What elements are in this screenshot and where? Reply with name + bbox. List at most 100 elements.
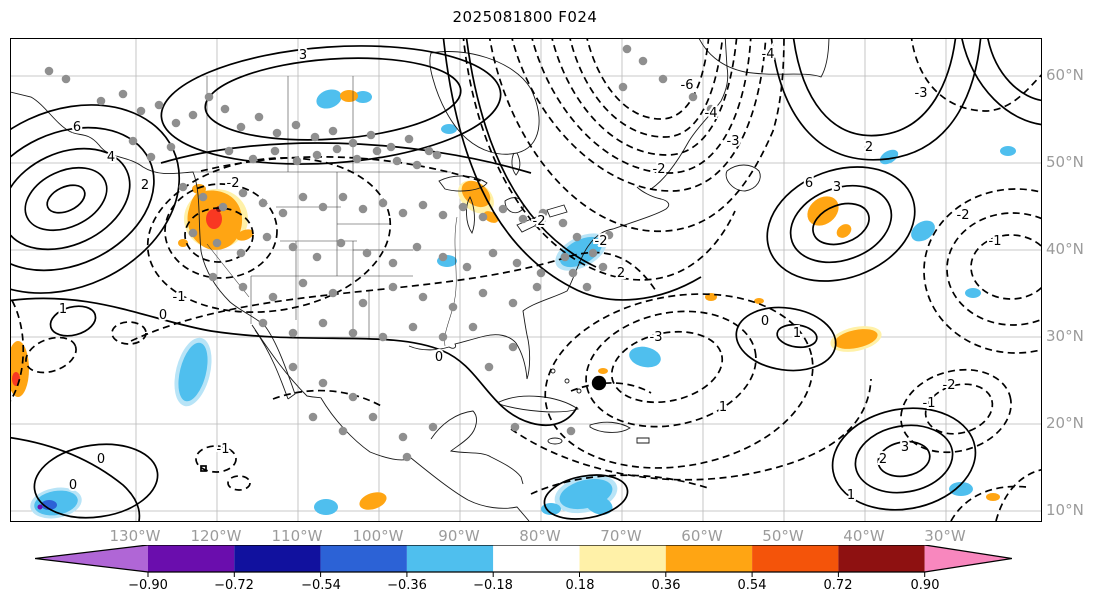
station-dot <box>532 282 542 292</box>
contour-label: -2 <box>943 378 956 393</box>
colorbar-tick-label: −0.36 <box>387 578 427 593</box>
colorbar-segment <box>579 545 666 572</box>
station-dot <box>198 192 208 202</box>
station-dot <box>318 202 328 212</box>
station-dot <box>582 282 592 292</box>
station-dot <box>572 232 582 242</box>
contour-label: 3 <box>833 180 841 195</box>
station-dot <box>218 202 228 212</box>
station-dot <box>618 82 628 92</box>
fill-orange-blobs <box>11 90 1000 510</box>
station-dot <box>204 92 214 102</box>
station-dot <box>362 248 372 258</box>
station-dot <box>288 328 298 338</box>
station-dot <box>558 218 568 228</box>
contours-solid <box>11 39 1041 521</box>
station-dot <box>412 242 422 252</box>
station-dot <box>412 160 422 170</box>
map-plot-area: 3 -2 -1 6 4 2 -6 -4 -3 -2 -2 -2 -4 6 3 2 -3 -2 -1 0 0 0 1 0 0 1 -3… <box>10 38 1042 522</box>
contour-label: -4 <box>762 47 775 62</box>
station-dot <box>560 252 570 262</box>
contour-label: -1 <box>173 290 186 305</box>
station-dot <box>236 122 246 132</box>
colorbar-tick-label: 0.90 <box>910 578 940 593</box>
station-dot <box>212 238 222 248</box>
station-dot <box>478 212 488 222</box>
station-dot <box>458 202 468 212</box>
station-dot <box>418 292 428 302</box>
contour-label: -1 <box>989 234 1002 249</box>
contour-label: 2 <box>141 178 149 193</box>
station-dot <box>318 318 328 328</box>
station-dot <box>432 150 442 160</box>
fill-dark-blue-blobs <box>41 500 57 510</box>
station-dot <box>288 362 298 372</box>
station-dot <box>291 120 301 130</box>
lat-tick-label: 50°N <box>1046 153 1084 171</box>
colorbar-segment <box>320 545 407 572</box>
station-dot <box>538 208 548 218</box>
station-dot <box>352 154 362 164</box>
station-dot <box>328 288 338 298</box>
station-dot <box>178 182 188 192</box>
station-dot <box>604 230 614 240</box>
station-dot <box>128 136 138 146</box>
contour-label: 1 <box>59 302 67 317</box>
station-dot <box>44 66 54 76</box>
colorbar-tick-label: 0.18 <box>565 578 595 593</box>
station-dot <box>386 142 396 152</box>
station-dot <box>588 248 598 258</box>
lon-tick-label: 30°W <box>924 527 966 545</box>
colorbar-tick-label: 0.54 <box>737 578 767 593</box>
colorbar-tick-label: −0.90 <box>128 578 168 593</box>
contour-label: -3 <box>915 86 928 101</box>
station-dot <box>428 422 438 432</box>
colorbar-tick-marks <box>147 572 926 577</box>
station-dot <box>238 282 248 292</box>
station-dot <box>224 146 234 156</box>
colorbar-segment <box>234 545 321 572</box>
station-dot <box>268 292 278 302</box>
contour-label: -2 <box>957 208 970 223</box>
contour-label: -1 <box>217 442 230 457</box>
station-dot <box>508 342 518 352</box>
colorbar-tick-label: −0.18 <box>473 578 513 593</box>
colorbar-tick-label: −0.54 <box>301 578 341 593</box>
contour-label: 1 <box>847 488 855 503</box>
station-dot <box>706 104 716 114</box>
station-dot <box>448 302 458 312</box>
station-dot <box>248 154 258 164</box>
grid-lines <box>11 39 1041 521</box>
lat-tick-label: 40°N <box>1046 240 1084 258</box>
contour-label: -1 <box>923 396 936 411</box>
station-dot <box>262 232 272 242</box>
colorbar-tick-label: −0.72 <box>214 578 254 593</box>
colorbar-segment <box>838 545 925 572</box>
contour-label: 3 <box>299 48 307 63</box>
station-dot <box>258 198 268 208</box>
station-dot <box>348 392 358 402</box>
fill-purple-blobs <box>37 504 43 510</box>
station-dot <box>238 188 248 198</box>
colorbar-right-arrow <box>924 545 1012 572</box>
contour-label: 2 <box>617 266 625 281</box>
station-dot <box>518 214 528 224</box>
station-dot <box>188 228 198 238</box>
station-dot <box>166 142 176 152</box>
station-dot <box>136 106 146 116</box>
contour-label: -3 <box>650 330 663 345</box>
station-dot <box>392 156 402 166</box>
station-dot <box>512 258 522 268</box>
colorbar-segment <box>493 545 580 572</box>
station-dot <box>348 138 358 148</box>
contour-label: -3 <box>727 134 740 149</box>
lon-tick-label: 120°W <box>190 527 242 545</box>
station-dot <box>658 74 668 84</box>
station-dot <box>318 378 328 388</box>
station-dot <box>312 150 322 160</box>
station-dot <box>398 208 408 218</box>
station-dot <box>566 426 576 436</box>
station-dot <box>338 426 348 436</box>
station-dot <box>462 262 472 272</box>
